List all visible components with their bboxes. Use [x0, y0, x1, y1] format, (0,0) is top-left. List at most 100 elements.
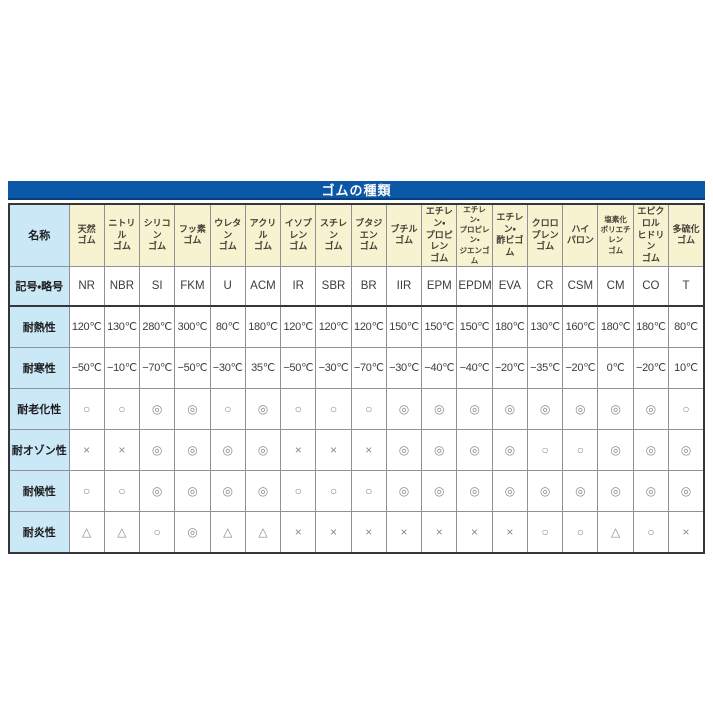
table-title-bar: ゴムの種類 — [8, 181, 705, 200]
ozone-mark-cell: ◎ — [244, 428, 282, 471]
aging-mark-cell: ○ — [350, 387, 387, 430]
column-header: スチレン ゴム — [315, 203, 352, 267]
row-label: 耐炎性 — [8, 510, 70, 554]
ozone-mark-cell: ◎ — [385, 428, 423, 471]
weather-mark-cell: ◎ — [139, 469, 176, 512]
aging-mark-cell: ◎ — [174, 387, 211, 430]
aging-mark-cell: ◎ — [456, 387, 493, 430]
aging-mark-cell: ◎ — [421, 387, 458, 430]
symbol-cell: CSM — [562, 265, 599, 307]
symbol-cell: EPM — [421, 265, 458, 307]
heat-cell: 180℃ — [244, 305, 282, 348]
symbol-cell: U — [209, 265, 246, 307]
flame-mark-cell: × — [491, 510, 528, 554]
flame-mark-cell: × — [280, 510, 317, 554]
ozone-mark-cell: × — [103, 428, 141, 471]
table-title: ゴムの種類 — [321, 183, 392, 198]
heat-cell: 180℃ — [632, 305, 670, 348]
aging-mark-cell: ◎ — [526, 387, 564, 430]
row-label: 耐寒性 — [8, 346, 70, 389]
heat-cell: 150℃ — [385, 305, 423, 348]
aging-mark-cell: ◎ — [244, 387, 282, 430]
symbol-cell: IIR — [385, 265, 423, 307]
column-header: フッ素 ゴム — [174, 203, 211, 267]
cold-cell: −40℃ — [456, 346, 493, 389]
flame-mark-cell: × — [421, 510, 458, 554]
table-row: 耐熱性 120℃ 130℃ 280℃ 300℃ 80℃ 180℃ 120℃ 120℃ 120℃ 15… — [8, 305, 705, 348]
heat-cell: 180℃ — [491, 305, 528, 348]
ozone-mark-cell: ○ — [562, 428, 599, 471]
heat-cell: 300℃ — [174, 305, 211, 348]
aging-mark-cell: ○ — [209, 387, 246, 430]
aging-mark-cell: ○ — [103, 387, 141, 430]
cold-cell: 10℃ — [668, 346, 705, 389]
flame-mark-cell: △ — [68, 510, 105, 554]
column-header: ウレタン ゴム — [209, 203, 246, 267]
column-header: 多硫化 ゴム — [668, 203, 705, 267]
flame-mark-cell: △ — [244, 510, 282, 554]
heat-cell: 160℃ — [562, 305, 599, 348]
heat-cell: 130℃ — [103, 305, 141, 348]
aging-mark-cell: ◎ — [385, 387, 423, 430]
cold-cell: 0℃ — [597, 346, 634, 389]
weather-mark-cell: ○ — [68, 469, 105, 512]
column-header: ハイ パロン — [562, 203, 599, 267]
cold-cell: −70℃ — [350, 346, 387, 389]
heat-cell: 80℃ — [668, 305, 705, 348]
heat-cell: 120℃ — [350, 305, 387, 348]
column-header: 天然 ゴム — [68, 203, 105, 267]
flame-mark-cell: × — [350, 510, 387, 554]
aging-mark-cell: ◎ — [491, 387, 528, 430]
heat-cell: 120℃ — [315, 305, 352, 348]
column-header: イソプレン ゴム — [280, 203, 317, 267]
cold-cell: 35℃ — [244, 346, 282, 389]
weather-mark-cell: ◎ — [385, 469, 423, 512]
symbol-cell: NBR — [103, 265, 141, 307]
table-row: 名称 天然 ゴム ニトリル ゴム シリコン ゴム フッ素 ゴム ウレタン ゴム アクリル ゴム イソプレン… — [8, 203, 705, 267]
row-label: 耐オゾン性 — [8, 428, 70, 471]
weather-mark-cell: ◎ — [526, 469, 564, 512]
heat-cell: 80℃ — [209, 305, 246, 348]
aging-mark-cell: ○ — [315, 387, 352, 430]
heat-cell: 150℃ — [421, 305, 458, 348]
symbol-cell: EVA — [491, 265, 528, 307]
row-label: 耐老化性 — [8, 387, 70, 430]
weather-mark-cell: ◎ — [209, 469, 246, 512]
flame-mark-cell: ○ — [139, 510, 176, 554]
ozone-mark-cell: ◎ — [456, 428, 493, 471]
weather-mark-cell: ◎ — [244, 469, 282, 512]
weather-mark-cell: ◎ — [421, 469, 458, 512]
aging-mark-cell: ◎ — [632, 387, 670, 430]
cold-cell: −50℃ — [174, 346, 211, 389]
column-header: ブチル ゴム — [385, 203, 423, 267]
symbol-cell: SBR — [315, 265, 352, 307]
table-row: 記号・略号 NR NBR SI FKM U ACM IR SBR BR IIR EPM EPDM EVA C… — [8, 265, 705, 307]
ozone-mark-cell: × — [315, 428, 352, 471]
weather-mark-cell: ○ — [280, 469, 317, 512]
heat-cell: 150℃ — [456, 305, 493, 348]
symbol-cell: SI — [139, 265, 176, 307]
table-row: 耐炎性 △ △ ○ ◎ △ △ × × × × × × × ○ ○ △ ○ × — [8, 510, 705, 554]
cold-cell: −30℃ — [209, 346, 246, 389]
flame-mark-cell: △ — [597, 510, 634, 554]
cold-cell: −35℃ — [526, 346, 564, 389]
heat-cell: 120℃ — [280, 305, 317, 348]
ozone-mark-cell: × — [280, 428, 317, 471]
weather-mark-cell: ◎ — [491, 469, 528, 512]
flame-mark-cell: ○ — [632, 510, 670, 554]
aging-mark-cell: ○ — [68, 387, 105, 430]
ozone-mark-cell: ◎ — [668, 428, 705, 471]
flame-mark-cell: △ — [209, 510, 246, 554]
aging-mark-cell: ○ — [280, 387, 317, 430]
symbol-cell: ACM — [244, 265, 282, 307]
column-header: クロロ プレン ゴム — [526, 203, 564, 267]
ozone-mark-cell: ◎ — [632, 428, 670, 471]
column-header: エチレン・ 酢ビゴム — [491, 203, 528, 267]
column-header: エチレン・ プロピレン・ ジエンゴム — [456, 203, 493, 267]
symbol-cell: FKM — [174, 265, 211, 307]
table-row: 耐候性 ○ ○ ◎ ◎ ◎ ◎ ○ ○ ○ ◎ ◎ ◎ ◎ ◎ ◎ ◎ ◎ ◎ — [8, 469, 705, 512]
weather-mark-cell: ◎ — [632, 469, 670, 512]
flame-mark-cell: △ — [103, 510, 141, 554]
column-header: シリコン ゴム — [139, 203, 176, 267]
